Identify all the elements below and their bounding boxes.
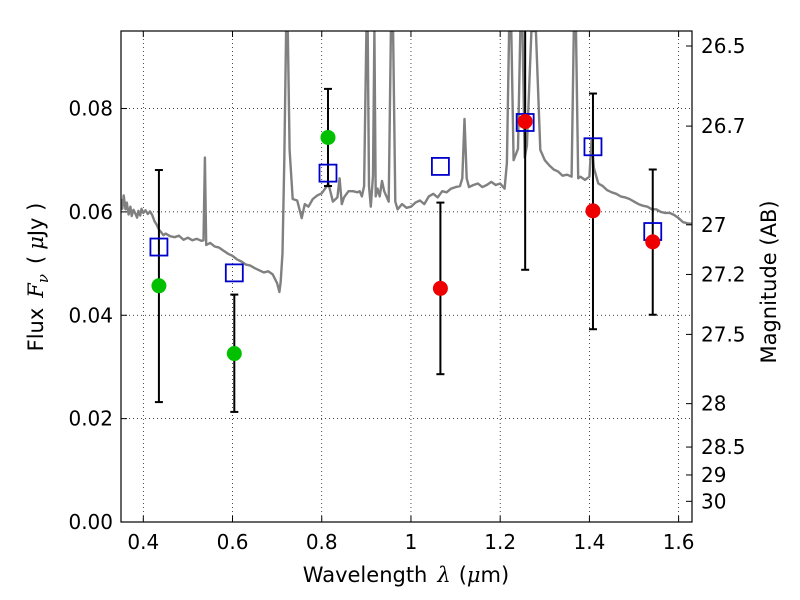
y2-tick-label: 26.5 <box>701 34 746 58</box>
x-tick-label: 1 <box>405 530 418 554</box>
markers <box>149 113 663 362</box>
x-tick-label: 1.4 <box>573 530 605 554</box>
x-tick-label: 1.2 <box>484 530 516 554</box>
y2-tick-label: 27 <box>701 213 726 237</box>
tick-labels: 0.4 0.6 0.8 1 1.2 1.4 1.6 0.00 0.02 0.04 0.06 0.08 2… <box>68 34 745 554</box>
plot-area <box>121 31 692 413</box>
y-tick-label: 0.04 <box>68 303 113 327</box>
y2-tick-label: 28 <box>701 392 726 416</box>
red-data-point <box>585 203 601 219</box>
y2-tick-label: 29 <box>701 463 726 487</box>
model-square-marker <box>583 137 603 157</box>
red-data-point <box>645 234 661 250</box>
x-axis-label: Wavelength λ (μm) <box>303 563 509 587</box>
y2-tick-label: 27.5 <box>701 322 746 346</box>
x-tick-label: 1.6 <box>663 530 695 554</box>
y-axis-label: FluxFν(μJy ) <box>24 203 52 352</box>
model-square-marker <box>318 163 338 183</box>
grid <box>121 31 692 523</box>
spectrum-line <box>121 31 692 294</box>
x-tick-label: 0.6 <box>217 530 249 554</box>
x-tick-label: 0.4 <box>127 530 159 554</box>
y2-tick-label: 28.5 <box>701 435 746 459</box>
plot-frame <box>120 30 693 523</box>
y2-tick-label: 27.2 <box>701 262 746 286</box>
y-tick-label: 0.00 <box>68 510 113 534</box>
x-tick-label: 0.8 <box>306 530 338 554</box>
red-data-point <box>432 280 448 296</box>
y-tick-label: 0.02 <box>68 407 113 431</box>
green-data-point <box>151 278 167 294</box>
y-tick-label: 0.06 <box>68 200 113 224</box>
ticks <box>121 31 692 523</box>
y2-tick-label: 26.7 <box>701 114 746 138</box>
y-tick-label: 0.08 <box>68 97 113 121</box>
green-data-point <box>320 129 336 145</box>
red-data-point <box>517 113 533 129</box>
y2-tick-label: 30 <box>701 489 726 513</box>
model-square-marker <box>149 237 169 257</box>
green-data-point <box>226 346 242 362</box>
model-square-marker <box>431 157 450 176</box>
y2-axis-label: Magnitude (AB) <box>757 200 781 363</box>
model-square-marker <box>224 263 244 283</box>
